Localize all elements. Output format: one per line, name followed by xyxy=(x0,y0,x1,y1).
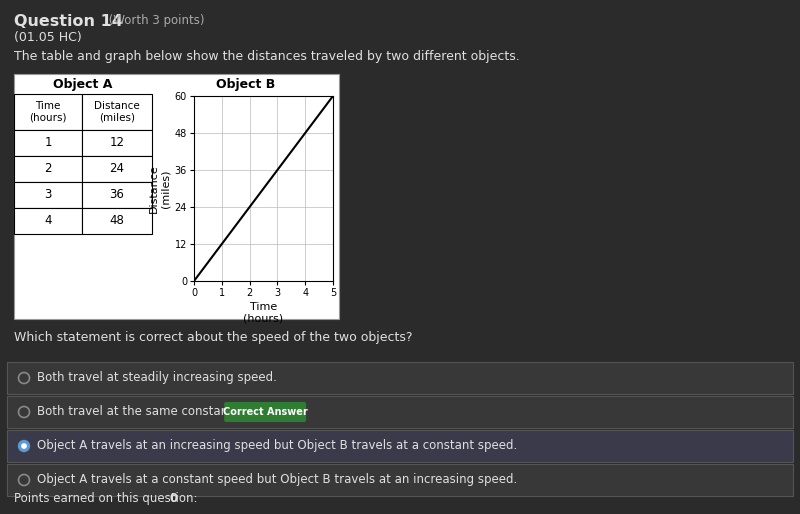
Bar xyxy=(82,156,152,182)
Text: Question 14: Question 14 xyxy=(14,14,123,29)
Bar xyxy=(14,74,339,319)
Text: Distance
(miles): Distance (miles) xyxy=(94,101,140,123)
Bar xyxy=(7,396,793,428)
Text: Points earned on this question:: Points earned on this question: xyxy=(14,492,202,505)
Text: Both travel at the same constant speed.: Both travel at the same constant speed. xyxy=(37,406,276,418)
Text: Object A travels at a constant speed but Object B travels at an increasing speed: Object A travels at a constant speed but… xyxy=(37,473,518,486)
Bar xyxy=(14,94,82,130)
Circle shape xyxy=(22,444,26,449)
Text: The table and graph below show the distances traveled by two different objects.: The table and graph below show the dista… xyxy=(14,50,520,63)
Bar xyxy=(7,464,793,496)
Text: Object B: Object B xyxy=(216,78,275,91)
Bar xyxy=(14,208,82,234)
Text: 0: 0 xyxy=(170,492,178,505)
Text: 3: 3 xyxy=(44,189,52,201)
Bar xyxy=(14,182,82,208)
Text: 12: 12 xyxy=(110,137,125,150)
Y-axis label: Distance
(miles): Distance (miles) xyxy=(149,164,170,213)
Bar xyxy=(82,208,152,234)
Text: 24: 24 xyxy=(110,162,125,175)
Text: Object A: Object A xyxy=(54,78,113,91)
Text: Object A travels at an increasing speed but Object B travels at a constant speed: Object A travels at an increasing speed … xyxy=(37,439,518,452)
Bar xyxy=(82,94,152,130)
Text: 1: 1 xyxy=(44,137,52,150)
Bar xyxy=(14,156,82,182)
Text: (Worth 3 points): (Worth 3 points) xyxy=(105,14,205,27)
Bar xyxy=(14,130,82,156)
Text: Both travel at steadily increasing speed.: Both travel at steadily increasing speed… xyxy=(37,372,277,384)
Text: Which statement is correct about the speed of the two objects?: Which statement is correct about the spe… xyxy=(14,331,413,344)
Bar xyxy=(82,130,152,156)
Text: 2: 2 xyxy=(44,162,52,175)
Text: 36: 36 xyxy=(110,189,125,201)
Circle shape xyxy=(18,440,30,451)
Text: 48: 48 xyxy=(110,214,125,228)
FancyBboxPatch shape xyxy=(224,402,306,422)
Text: 4: 4 xyxy=(44,214,52,228)
X-axis label: Time
(hours): Time (hours) xyxy=(243,302,283,324)
Bar xyxy=(82,182,152,208)
Text: Time
(hours): Time (hours) xyxy=(30,101,66,123)
Bar xyxy=(7,430,793,462)
Text: (01.05 HC): (01.05 HC) xyxy=(14,31,82,44)
Bar xyxy=(7,362,793,394)
Text: Correct Answer: Correct Answer xyxy=(222,407,307,417)
